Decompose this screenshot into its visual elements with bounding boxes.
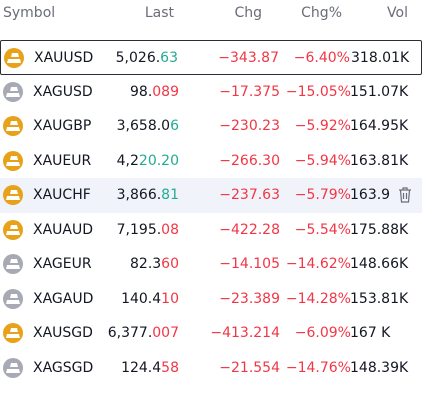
change-value: −230.23: [219, 118, 280, 134]
change-value: −23.389: [219, 290, 280, 307]
volume-value: 163.81K: [350, 152, 409, 169]
change-value: −422.28: [219, 221, 280, 238]
last-price-tick: 63: [160, 50, 178, 66]
last-price: 3,866.81: [117, 187, 179, 203]
last-price: 6,377.007: [108, 325, 179, 341]
last-price-main: 4,2: [116, 152, 139, 169]
last-price-main: 3,658.0: [116, 118, 171, 134]
silver-bars-icon: [3, 81, 23, 102]
last-price-tick: 007: [152, 325, 179, 341]
symbol-name: XAGAUD: [33, 290, 94, 307]
last-price: 7,195.08: [117, 222, 179, 238]
change-value: −343.87: [218, 50, 279, 66]
volume-value: 163.9: [350, 187, 391, 203]
watchlist-header: Symbol Last Chg Chg% Vol: [0, 0, 422, 36]
change-percent: −5.92%: [294, 118, 351, 134]
last-price-tick: 81: [161, 187, 179, 203]
column-header-chg[interactable]: Chg: [234, 5, 262, 21]
last-price: 3,658.06: [117, 118, 179, 134]
table-row[interactable]: XAUEUR 4,220.20 −266.30 −5.94% 163.81K: [0, 144, 422, 179]
table-row[interactable]: XAUSGD 6,377.007 −413.214 −6.09% 167 K: [0, 316, 422, 351]
change-value: −17.375: [219, 83, 280, 100]
gold-bars-icon: [3, 323, 23, 343]
change-percent: −5.54%: [294, 221, 351, 238]
last-price-main: 7,195.: [116, 221, 162, 238]
last-price-tick: 58: [161, 359, 179, 376]
last-price-main: 6,377.: [107, 325, 153, 341]
volume-value: 318.01K: [351, 50, 410, 66]
change-percent: −14.76%: [285, 359, 351, 376]
silver-bars-icon: [3, 254, 23, 274]
last-price-tick: 10: [161, 290, 179, 307]
silver-bars-icon: [3, 288, 23, 309]
last-price: 5,026.63: [116, 50, 178, 66]
column-header-last[interactable]: Last: [144, 5, 174, 21]
silver-bars-icon: [3, 357, 23, 378]
last-price: 124.458: [121, 360, 179, 376]
last-price: 140.410: [121, 291, 179, 307]
symbol-name: XAUAUD: [33, 221, 94, 238]
volume-value: 175.88K: [350, 221, 409, 238]
gold-bars-icon: [3, 219, 23, 240]
change-value: −14.105: [219, 256, 280, 272]
change-percent: −5.94%: [294, 152, 351, 169]
change-percent: −14.62%: [285, 256, 351, 272]
change-value: −21.554: [219, 359, 280, 376]
last-price-tick: 60: [161, 256, 179, 272]
last-price-tick: 6: [170, 118, 179, 134]
last-price-tick: 08: [161, 221, 179, 238]
volume-value: 164.95K: [350, 118, 409, 134]
table-row[interactable]: XAGEUR 82.360 −14.105 −14.62% 148.66K: [0, 247, 422, 282]
symbol-name: XAGEUR: [33, 256, 92, 272]
change-percent: −15.05%: [285, 83, 351, 100]
last-price-main: 3,866.: [116, 187, 162, 203]
trash-icon[interactable]: [397, 186, 413, 208]
symbol-name: XAUSGD: [33, 325, 93, 341]
last-price: 82.360: [130, 256, 179, 272]
last-price: 98.089: [130, 84, 179, 100]
symbol-name: XAGUSD: [33, 83, 93, 100]
volume-value: 148.66K: [350, 256, 409, 272]
gold-bars-icon: [3, 116, 23, 136]
volume-value: 167 K: [350, 325, 391, 341]
last-price-main: 82.3: [130, 256, 162, 272]
table-row[interactable]: XAGSGD 124.458 −21.554 −14.76% 148.39K: [0, 351, 422, 386]
volume-value: 151.07K: [350, 83, 409, 100]
change-percent: −14.28%: [285, 290, 351, 307]
column-header-vol[interactable]: Vol: [387, 5, 408, 21]
last-price-main: 140.4: [121, 290, 162, 307]
table-row[interactable]: XAUGBP 3,658.06 −230.23 −5.92% 164.95K: [0, 109, 422, 144]
last-price-main: 5,026.: [115, 50, 161, 66]
volume-value: 153.81K: [350, 290, 409, 307]
gold-bars-icon: [4, 48, 24, 68]
change-value: −413.214: [210, 325, 280, 341]
symbol-name: XAGSGD: [33, 359, 94, 376]
symbol-name: XAUEUR: [33, 152, 92, 169]
last-price-main: 124.4: [121, 359, 162, 376]
gold-bars-icon: [3, 150, 23, 171]
last-price-tick: 20.20: [138, 152, 179, 169]
change-percent: −6.40%: [293, 50, 350, 66]
change-value: −237.63: [219, 187, 280, 203]
symbol-name: XAUUSD: [34, 50, 94, 66]
volume-value: 148.39K: [350, 359, 409, 376]
table-row[interactable]: XAUUSD 5,026.63 −343.87 −6.40% 318.01K: [0, 40, 422, 75]
symbol-name: XAUCHF: [33, 187, 91, 203]
last-price: 4,220.20: [117, 153, 179, 169]
change-value: −266.30: [219, 152, 280, 169]
table-row[interactable]: XAGUSD 98.089 −17.375 −15.05% 151.07K: [0, 75, 422, 110]
last-price-main: 98.: [130, 83, 153, 100]
table-row[interactable]: XAUAUD 7,195.08 −422.28 −5.54% 175.88K: [0, 213, 422, 248]
change-percent: −6.09%: [294, 325, 351, 341]
table-row[interactable]: XAGAUD 140.410 −23.389 −14.28% 153.81K: [0, 282, 422, 317]
gold-bars-icon: [3, 185, 23, 205]
column-header-chg-pct[interactable]: Chg%: [301, 5, 342, 21]
watchlist-rows: XAUUSD 5,026.63 −343.87 −6.40% 318.01K XAGUSD…: [0, 40, 422, 385]
last-price-tick: 089: [152, 83, 179, 100]
column-header-symbol[interactable]: Symbol: [3, 5, 56, 21]
symbol-name: XAUGBP: [33, 118, 92, 134]
table-row[interactable]: XAUCHF 3,866.81 −237.63 −5.79% 163.9: [0, 178, 422, 213]
change-percent: −5.79%: [294, 187, 351, 203]
